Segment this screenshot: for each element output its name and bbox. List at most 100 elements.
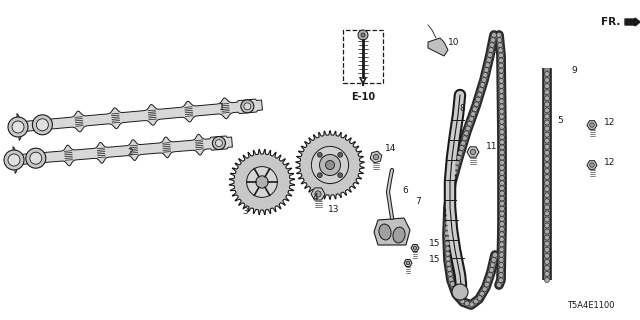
- Ellipse shape: [499, 273, 504, 278]
- Polygon shape: [370, 151, 382, 163]
- Ellipse shape: [589, 123, 595, 127]
- Ellipse shape: [545, 229, 550, 234]
- Ellipse shape: [545, 78, 550, 83]
- Ellipse shape: [499, 232, 504, 237]
- Ellipse shape: [445, 205, 451, 210]
- Ellipse shape: [451, 175, 456, 180]
- Ellipse shape: [545, 126, 550, 131]
- Ellipse shape: [545, 132, 550, 137]
- Ellipse shape: [545, 163, 550, 167]
- Ellipse shape: [445, 231, 449, 236]
- Ellipse shape: [453, 291, 458, 296]
- Ellipse shape: [499, 89, 504, 94]
- Ellipse shape: [445, 251, 451, 256]
- Ellipse shape: [406, 261, 410, 265]
- Ellipse shape: [499, 196, 504, 201]
- Polygon shape: [374, 218, 410, 245]
- Ellipse shape: [499, 221, 504, 227]
- Ellipse shape: [499, 262, 504, 268]
- Text: 8: 8: [459, 103, 465, 113]
- Ellipse shape: [499, 252, 504, 257]
- Ellipse shape: [499, 227, 504, 232]
- Polygon shape: [229, 149, 295, 215]
- Ellipse shape: [485, 62, 490, 68]
- Ellipse shape: [499, 104, 504, 109]
- Ellipse shape: [499, 114, 504, 119]
- Text: 14: 14: [385, 143, 397, 153]
- Ellipse shape: [469, 302, 474, 307]
- Ellipse shape: [488, 52, 493, 58]
- Ellipse shape: [499, 201, 504, 206]
- Text: 12: 12: [604, 117, 616, 126]
- Ellipse shape: [30, 152, 42, 164]
- Ellipse shape: [445, 256, 451, 261]
- Polygon shape: [428, 38, 448, 56]
- Ellipse shape: [545, 168, 550, 173]
- Ellipse shape: [499, 63, 504, 68]
- Ellipse shape: [446, 261, 451, 267]
- Ellipse shape: [476, 97, 481, 102]
- Ellipse shape: [477, 296, 482, 300]
- Ellipse shape: [545, 265, 550, 270]
- Text: 7: 7: [415, 197, 421, 206]
- Ellipse shape: [479, 87, 483, 92]
- Ellipse shape: [499, 191, 504, 196]
- Text: 9: 9: [571, 66, 577, 75]
- Ellipse shape: [499, 150, 504, 155]
- Ellipse shape: [484, 282, 490, 287]
- Text: 15: 15: [429, 239, 441, 249]
- Ellipse shape: [470, 112, 476, 116]
- Ellipse shape: [216, 140, 223, 147]
- Ellipse shape: [244, 103, 251, 110]
- Circle shape: [317, 173, 322, 178]
- Ellipse shape: [545, 187, 550, 192]
- Text: 10: 10: [448, 37, 460, 46]
- Polygon shape: [404, 260, 412, 267]
- Ellipse shape: [545, 259, 550, 264]
- Ellipse shape: [315, 191, 321, 197]
- Ellipse shape: [545, 84, 550, 89]
- Ellipse shape: [474, 102, 479, 107]
- Ellipse shape: [452, 284, 468, 300]
- Ellipse shape: [499, 145, 504, 150]
- Ellipse shape: [361, 33, 365, 37]
- Polygon shape: [13, 134, 232, 173]
- Ellipse shape: [33, 115, 52, 135]
- Ellipse shape: [446, 200, 451, 205]
- Ellipse shape: [467, 121, 472, 126]
- Ellipse shape: [545, 223, 550, 228]
- Ellipse shape: [497, 283, 502, 287]
- Text: 4: 4: [312, 194, 318, 203]
- Ellipse shape: [212, 137, 225, 149]
- Ellipse shape: [488, 48, 493, 52]
- Ellipse shape: [545, 138, 550, 143]
- Ellipse shape: [499, 94, 504, 99]
- Ellipse shape: [449, 180, 454, 185]
- Ellipse shape: [461, 140, 466, 146]
- Ellipse shape: [499, 109, 504, 114]
- Text: FR.: FR.: [601, 17, 620, 27]
- Ellipse shape: [545, 193, 550, 198]
- Ellipse shape: [499, 247, 504, 252]
- Text: 11: 11: [486, 141, 498, 150]
- Polygon shape: [467, 147, 479, 157]
- Ellipse shape: [545, 211, 550, 216]
- Ellipse shape: [499, 216, 504, 221]
- Ellipse shape: [499, 99, 504, 104]
- Ellipse shape: [499, 130, 504, 134]
- Ellipse shape: [477, 92, 482, 97]
- Circle shape: [338, 152, 342, 157]
- Text: 3: 3: [242, 207, 248, 217]
- Ellipse shape: [499, 171, 504, 175]
- Circle shape: [319, 155, 340, 175]
- Text: E-10: E-10: [351, 92, 375, 102]
- Polygon shape: [17, 98, 262, 140]
- Ellipse shape: [499, 58, 504, 63]
- Ellipse shape: [499, 160, 504, 165]
- Ellipse shape: [379, 224, 391, 240]
- Ellipse shape: [545, 253, 550, 258]
- Circle shape: [338, 173, 342, 178]
- Ellipse shape: [545, 174, 550, 180]
- Ellipse shape: [545, 114, 550, 119]
- Ellipse shape: [499, 186, 504, 191]
